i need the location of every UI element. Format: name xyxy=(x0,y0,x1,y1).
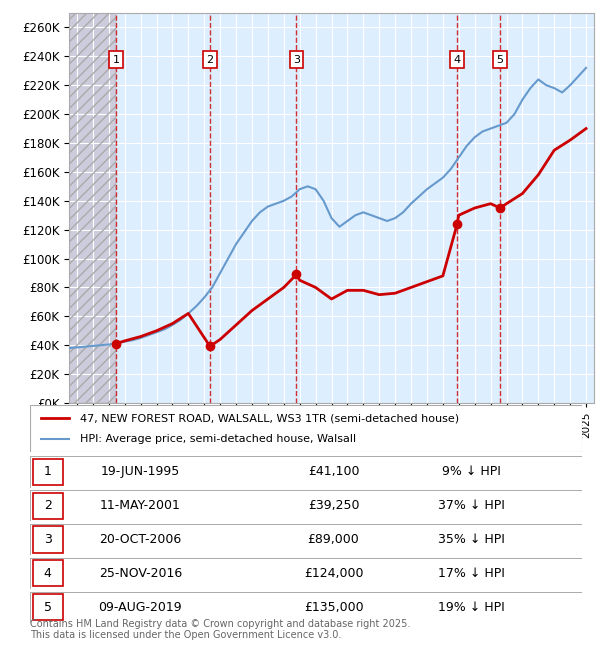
Text: £39,250: £39,250 xyxy=(308,499,359,512)
Text: 19-JUN-1995: 19-JUN-1995 xyxy=(101,465,180,478)
FancyBboxPatch shape xyxy=(33,526,63,552)
FancyBboxPatch shape xyxy=(33,459,63,485)
Text: 1: 1 xyxy=(44,465,52,478)
Text: 2: 2 xyxy=(206,55,214,65)
Bar xyxy=(69,13,116,403)
Text: 37% ↓ HPI: 37% ↓ HPI xyxy=(438,499,505,512)
Text: 1: 1 xyxy=(113,55,119,65)
Text: 35% ↓ HPI: 35% ↓ HPI xyxy=(438,533,505,546)
Text: 5: 5 xyxy=(497,55,503,65)
Text: 9% ↓ HPI: 9% ↓ HPI xyxy=(442,465,501,478)
Text: 4: 4 xyxy=(44,567,52,580)
Text: £41,100: £41,100 xyxy=(308,465,359,478)
Text: 4: 4 xyxy=(454,55,461,65)
Text: 25-NOV-2016: 25-NOV-2016 xyxy=(99,567,182,580)
Text: 17% ↓ HPI: 17% ↓ HPI xyxy=(438,567,505,580)
Text: 11-MAY-2001: 11-MAY-2001 xyxy=(100,499,181,512)
Text: £124,000: £124,000 xyxy=(304,567,364,580)
Text: 20-OCT-2006: 20-OCT-2006 xyxy=(99,533,182,546)
Text: 47, NEW FOREST ROAD, WALSALL, WS3 1TR (semi-detached house): 47, NEW FOREST ROAD, WALSALL, WS3 1TR (s… xyxy=(80,413,459,423)
Text: £135,000: £135,000 xyxy=(304,601,364,614)
Text: 3: 3 xyxy=(293,55,300,65)
FancyBboxPatch shape xyxy=(33,560,63,586)
FancyBboxPatch shape xyxy=(33,493,63,519)
Text: HPI: Average price, semi-detached house, Walsall: HPI: Average price, semi-detached house,… xyxy=(80,434,356,444)
Text: 5: 5 xyxy=(44,601,52,614)
FancyBboxPatch shape xyxy=(33,594,63,620)
Text: 19% ↓ HPI: 19% ↓ HPI xyxy=(438,601,505,614)
Text: 09-AUG-2019: 09-AUG-2019 xyxy=(98,601,182,614)
Text: 3: 3 xyxy=(44,533,52,546)
Text: 2: 2 xyxy=(44,499,52,512)
Text: £89,000: £89,000 xyxy=(308,533,359,546)
Bar xyxy=(69,13,116,403)
Text: Contains HM Land Registry data © Crown copyright and database right 2025.
This d: Contains HM Land Registry data © Crown c… xyxy=(30,619,410,640)
